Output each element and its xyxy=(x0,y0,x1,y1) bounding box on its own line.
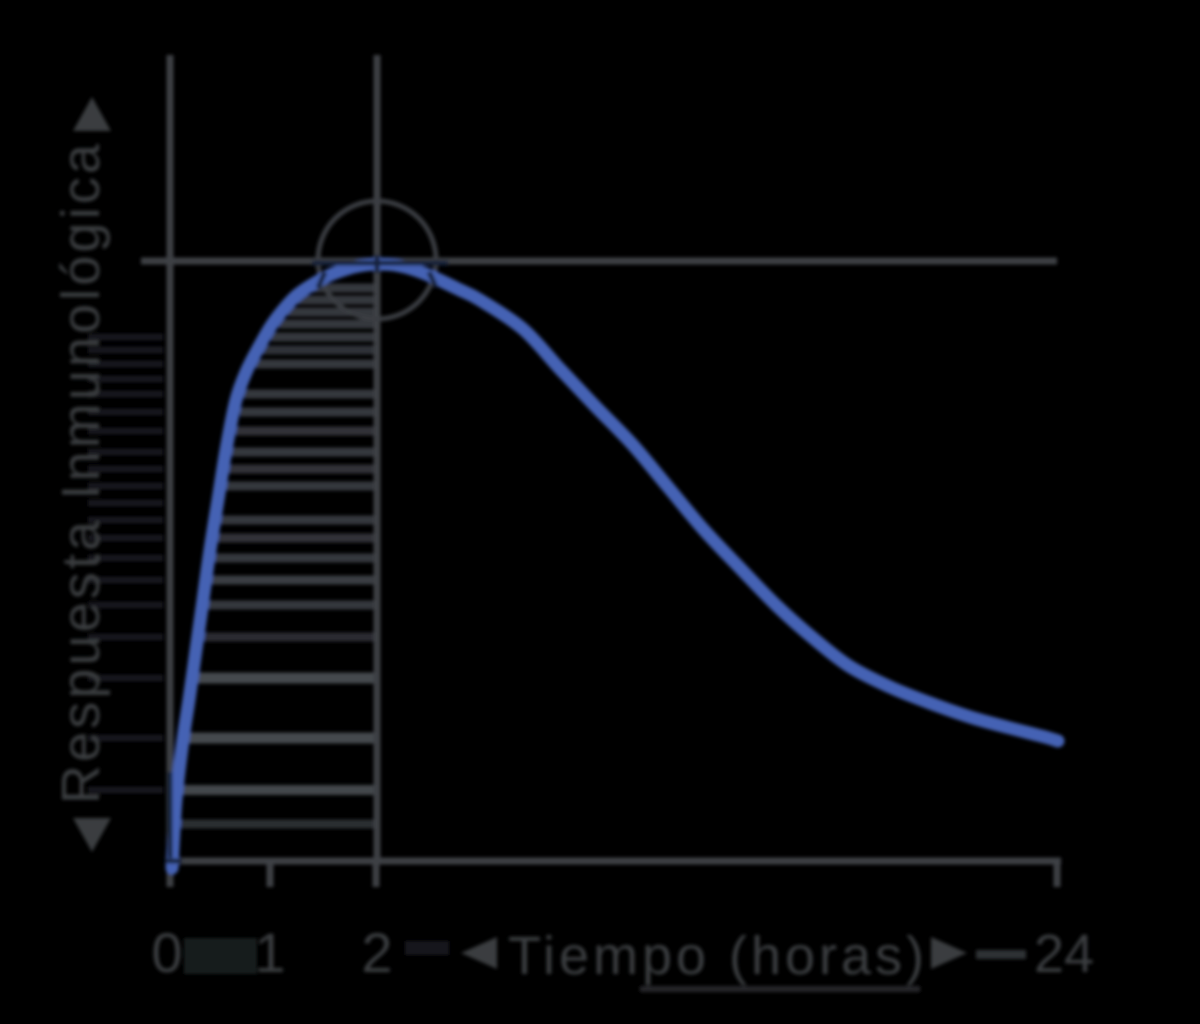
svg-text:2: 2 xyxy=(361,921,392,984)
svg-text:24: 24 xyxy=(1034,924,1094,984)
svg-text:0: 0 xyxy=(151,921,182,984)
svg-text:Respuesta Inmunológica: Respuesta Inmunológica xyxy=(51,143,111,804)
svg-text:Tiempo (horas): Tiempo (horas) xyxy=(508,926,924,986)
svg-text:1: 1 xyxy=(254,921,285,984)
